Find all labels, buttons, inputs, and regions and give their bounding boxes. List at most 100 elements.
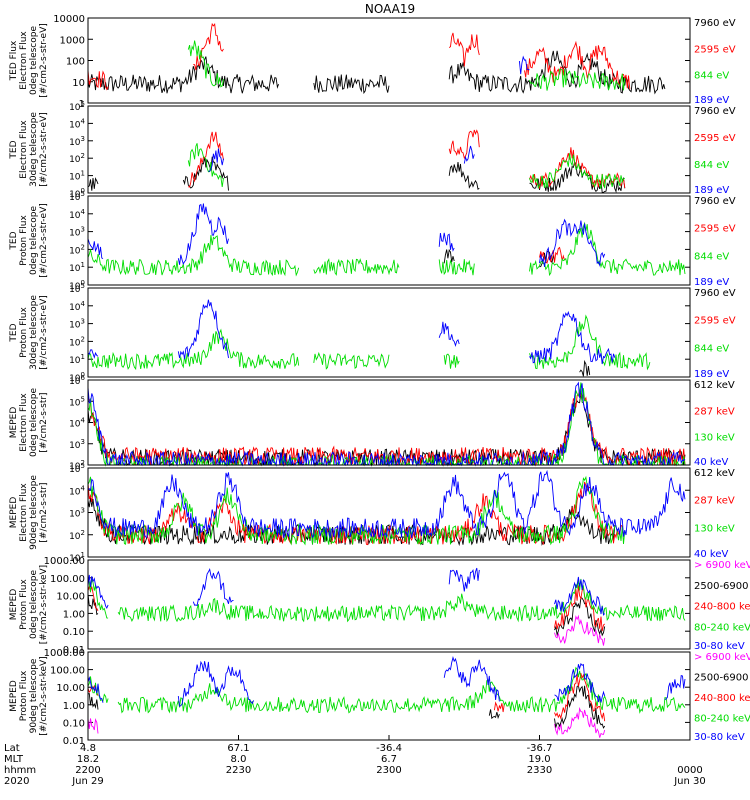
legend-entry: 612 keV	[694, 380, 735, 391]
y-axis-label: 0deg telescope	[29, 26, 39, 96]
y-tick-label: 100	[69, 279, 85, 292]
x-axis-label: 67.1	[227, 743, 249, 754]
y-axis-label: 30deg telescope	[29, 112, 39, 187]
y-tick-label: 1.00	[63, 701, 85, 712]
y-tick-label: 101	[69, 261, 85, 274]
legend-entry: 189 eV	[694, 185, 729, 196]
y-tick-label: 100	[66, 57, 85, 68]
legend-entry: 7960 eV	[694, 196, 736, 207]
y-tick-label: 100	[69, 371, 85, 384]
series-trace	[87, 593, 606, 637]
x-axis-label: -36.7	[527, 743, 553, 754]
series-trace	[87, 156, 626, 194]
y-tick-label: 105	[69, 282, 85, 295]
legend-entry: 844 eV	[694, 251, 729, 262]
legend-entry: 40 keV	[694, 457, 728, 468]
panel-4: TED Proton Flux 30deg telescope [#/cm2-s-st…	[9, 282, 736, 384]
series-trace	[188, 129, 626, 190]
legend-entry: 287 keV	[694, 406, 735, 417]
legend-entry: 7960 eV	[694, 18, 736, 29]
y-tick-label: 102	[69, 459, 85, 472]
x-axis-label: -36.4	[376, 743, 402, 754]
y-tick-label: 0.01	[63, 645, 85, 656]
x-axis-label: 2330	[527, 765, 552, 776]
panel-1: TED Flux Electron Flux 0deg telescope [#/cm…	[9, 14, 736, 110]
x-axis-label: 2230	[226, 765, 251, 776]
y-axis-label: Proton Flux	[19, 670, 29, 721]
legend-entry: > 6900 keV	[694, 560, 750, 571]
y-tick-label: 100.00	[50, 574, 85, 585]
y-axis-label: MEPED	[9, 680, 19, 712]
footer-row-label: hhmm	[4, 765, 36, 776]
series-trace	[208, 145, 475, 172]
legend-entry: 80-240 keV	[694, 622, 750, 633]
y-axis-label: TED	[9, 231, 19, 250]
legend-entry: 2500-6900	[694, 673, 749, 684]
panel-7: MEPED Proton Flux 0deg telescope [#/cm2-s-s…	[9, 556, 750, 656]
series-trace	[87, 684, 606, 729]
y-tick-label: 105	[69, 100, 85, 113]
x-axis-label: 0000	[677, 765, 702, 776]
panel-frame	[87, 467, 691, 558]
x-axis-label: 2300	[376, 765, 401, 776]
y-axis-label: TED Flux	[9, 40, 19, 81]
y-tick-label: 104	[69, 417, 85, 430]
y-tick-label: 103	[69, 135, 85, 148]
series-trace	[87, 475, 626, 546]
footer-row-label: MLT	[4, 754, 24, 765]
series-trace	[187, 143, 625, 190]
y-tick-label: 103	[69, 226, 85, 239]
y-tick-label: 101	[69, 551, 85, 564]
y-axis-label: [#/cm2-s-str-eV]	[39, 203, 49, 278]
x-axis-label: 6.7	[381, 754, 397, 765]
panel-frame	[87, 559, 691, 650]
series-trace	[87, 497, 616, 547]
legend-entry: 844 eV	[694, 343, 729, 354]
y-tick-label: 1.00	[63, 609, 85, 620]
series-trace	[87, 706, 606, 738]
y-tick-label: 100.00	[50, 666, 85, 677]
legend-entry: 2595 eV	[694, 316, 736, 327]
y-tick-label: 102	[69, 152, 85, 165]
legend-entry: 40 keV	[694, 549, 728, 560]
series-trace	[579, 359, 591, 377]
legend-entry: 80-240 keV	[694, 714, 750, 725]
legend-entry: 844 eV	[694, 71, 729, 82]
panel-6: MEPED Electron Flux 90deg telescope [#/cm2-…	[9, 462, 735, 564]
legend-entry: 7960 eV	[694, 106, 736, 117]
y-axis-label: MEPED	[9, 589, 19, 621]
panel-3: TED Proton Flux 0deg telescope [#/cm2-s-str…	[9, 190, 736, 292]
panel-frame	[87, 105, 691, 194]
y-axis-label: 90deg telescope	[29, 658, 39, 733]
panel-2: TED Electron Flux 30deg telescope [#/cm2-s-…	[9, 100, 736, 200]
y-axis-label: Proton Flux	[19, 215, 29, 266]
y-tick-label: 10.00	[56, 592, 85, 603]
y-tick-label: 103	[69, 318, 85, 331]
legend-entry: 189 eV	[694, 277, 729, 288]
legend-entry: 30-80 keV	[694, 641, 745, 652]
legend-entry: 240-800 keV	[694, 693, 750, 704]
y-axis-label: Proton Flux	[19, 579, 29, 630]
y-tick-label: 101	[69, 353, 85, 366]
y-tick-label: 106	[69, 374, 85, 387]
y-axis-label: 0deg telescope	[29, 206, 39, 276]
y-tick-label: 1000	[60, 35, 85, 46]
legend-entry: 287 keV	[694, 496, 735, 507]
series-trace	[87, 22, 631, 91]
y-axis-label: TED	[9, 323, 19, 342]
y-tick-label: 104	[69, 117, 85, 130]
y-axis-label: Electron Flux	[19, 120, 29, 179]
y-axis-label: [#/cm2-s-str]	[39, 482, 49, 542]
series-trace	[87, 389, 686, 467]
series-trace	[87, 567, 606, 616]
y-tick-label: 105	[69, 190, 85, 203]
legend-entry: 2595 eV	[694, 133, 736, 144]
y-axis-label: 30deg telescope	[29, 295, 39, 370]
y-tick-label: 103	[69, 438, 85, 451]
series-trace	[87, 656, 686, 707]
series-trace	[554, 614, 606, 646]
y-tick-label: 103	[69, 507, 85, 520]
y-axis-label: [#/cm2-s-str-eV]	[39, 23, 49, 98]
y-tick-label: 0.10	[63, 718, 85, 729]
